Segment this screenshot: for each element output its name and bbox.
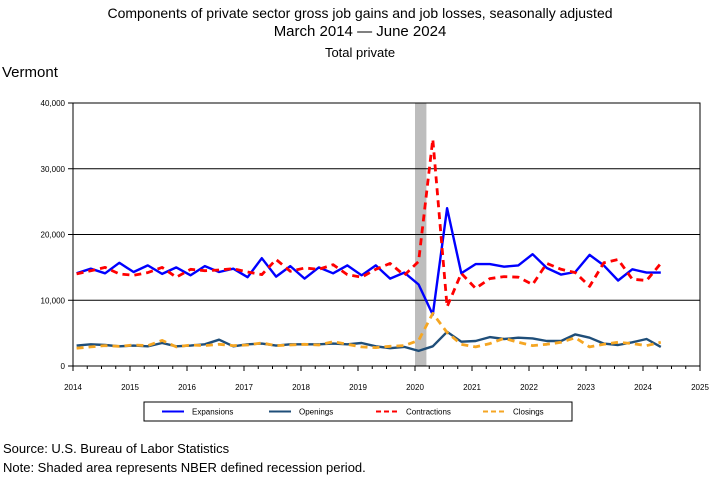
x-tick-label: 2023	[577, 383, 595, 392]
x-tick-label: 2019	[349, 383, 367, 392]
legend-box	[143, 401, 573, 422]
x-tick-label: 2016	[178, 383, 196, 392]
x-tick-label: 2014	[64, 383, 82, 392]
series-line-contractions	[76, 137, 662, 309]
legend: Expansions Openings Contractions Closings	[143, 401, 573, 422]
y-tick-label: 10,000	[41, 296, 66, 305]
chart-title-line-3: Total private	[324, 45, 396, 60]
y-tick-label: 0	[61, 362, 66, 371]
plot-frame	[72, 102, 701, 367]
legend-label-closings: Closings	[513, 408, 544, 417]
job-gains-losses-chart: 0 10,000 20,000 30,000 40,000 2014 2015 2016 201…	[41, 99, 710, 422]
y-tick-label: 20,000	[41, 231, 66, 240]
y-tick-label: 30,000	[41, 165, 66, 174]
y-tick-label: 40,000	[41, 99, 66, 108]
region-label: Vermont	[2, 64, 58, 81]
x-tick-label: 2018	[292, 383, 310, 392]
x-tick-label: 2020	[406, 383, 424, 392]
legend-label-openings: Openings	[299, 408, 333, 417]
series-line-closings	[76, 311, 662, 350]
x-tick-label: 2024	[634, 383, 652, 392]
legend-label-expansions: Expansions	[192, 408, 233, 417]
chart-title-line-2: March 2014 — June 2024	[273, 23, 447, 40]
source-note: Source: U.S. Bureau of Labor Statistics	[3, 441, 230, 456]
series-line-expansions	[76, 206, 661, 316]
recession-note: Note: Shaded area represents NBER define…	[3, 460, 366, 475]
x-tick-label: 2025	[691, 383, 709, 392]
x-tick-label: 2021	[463, 383, 481, 392]
x-tick-label: 2022	[520, 383, 538, 392]
axes-layer: 0 10,000 20,000 30,000 40,000 2014 2015 2016 201…	[41, 99, 710, 392]
legend-label-contractions: Contractions	[406, 408, 451, 417]
x-tick-label: 2015	[121, 383, 139, 392]
chart-title-line-1: Components of private sector gross job g…	[107, 5, 613, 21]
x-tick-label: 2017	[235, 383, 253, 392]
series-layer	[76, 137, 662, 353]
